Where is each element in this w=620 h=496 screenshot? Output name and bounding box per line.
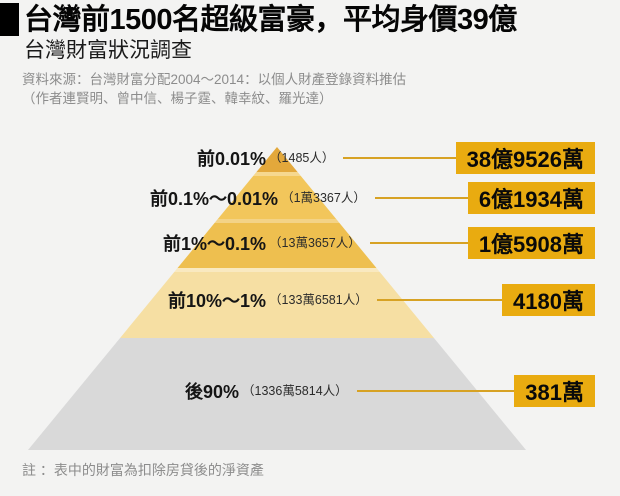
value-badge: 6億1934萬 <box>467 182 595 214</box>
footnote: 註 ：表中的財富為扣除房貸後的淨資產 <box>22 462 264 478</box>
tier-label: 前1%～0.1% （13萬3657人） <box>163 230 361 256</box>
connector-line <box>356 390 515 392</box>
pyramid-layer-bottom90 <box>28 338 526 450</box>
source-line-1: 資料來源：台灣財富分配2004～2014：以個人財產登錄資料推估 <box>22 72 407 87</box>
tier-percent: 後90% <box>185 382 240 402</box>
page-title: 台灣前1500名超級富豪，平均身價39億 <box>24 4 517 36</box>
tier-row-top1: 前1%～0.1% （13萬3657人） 1億5908萬 <box>163 227 595 259</box>
tier-row-bottom90: 後90% （1336萬5814人） 381萬 <box>185 375 595 407</box>
value-badge: 1億5908萬 <box>467 227 595 259</box>
value-badge: 4180萬 <box>502 284 595 316</box>
tier-row-top10: 前10%～1% （133萬6581人） 4180萬 <box>168 284 595 316</box>
page-subtitle: 台灣財富狀況調查 <box>24 39 192 62</box>
tier-percent: 前0.01% <box>197 149 267 169</box>
tier-label: 前10%～1% （133萬6581人） <box>168 287 368 313</box>
connector-line <box>376 299 503 301</box>
tier-percent: 前1%～0.1% <box>163 234 267 254</box>
tier-count: （133萬6581人） <box>269 292 368 307</box>
value-badge: 381萬 <box>514 375 595 407</box>
source-line-2: （作者連賢明、曾中信、楊子霆、韓幸紋、羅光達） <box>22 91 333 106</box>
tier-label: 後90% （1336萬5814人） <box>185 378 348 404</box>
source-note: 資料來源：台灣財富分配2004～2014：以個人財產登錄資料推估 （作者連賢明、… <box>22 70 406 108</box>
tier-count: （1485人） <box>269 150 335 165</box>
tier-count: （1336萬5814人） <box>242 383 348 398</box>
tier-row-top01: 前0.1%～0.01% （1萬3367人） 6億1934萬 <box>150 182 595 214</box>
connector-line <box>343 157 456 159</box>
tier-percent: 前0.1%～0.01% <box>150 189 279 209</box>
title-row: 台灣前1500名超級富豪，平均身價39億 <box>0 3 517 37</box>
tier-count: （1萬3367人） <box>281 190 366 205</box>
title-accent-block <box>0 3 19 36</box>
tier-row-top001: 前0.01% （1485人） 38億9526萬 <box>197 142 595 174</box>
connector-line <box>369 242 468 244</box>
tier-count: （13萬3657人） <box>269 235 361 250</box>
connector-line <box>374 197 468 199</box>
tier-label: 前0.1%～0.01% （1萬3367人） <box>150 185 366 211</box>
tier-label: 前0.01% （1485人） <box>197 145 334 171</box>
value-badge: 38億9526萬 <box>455 142 595 174</box>
tier-percent: 前10%～1% <box>168 291 267 311</box>
